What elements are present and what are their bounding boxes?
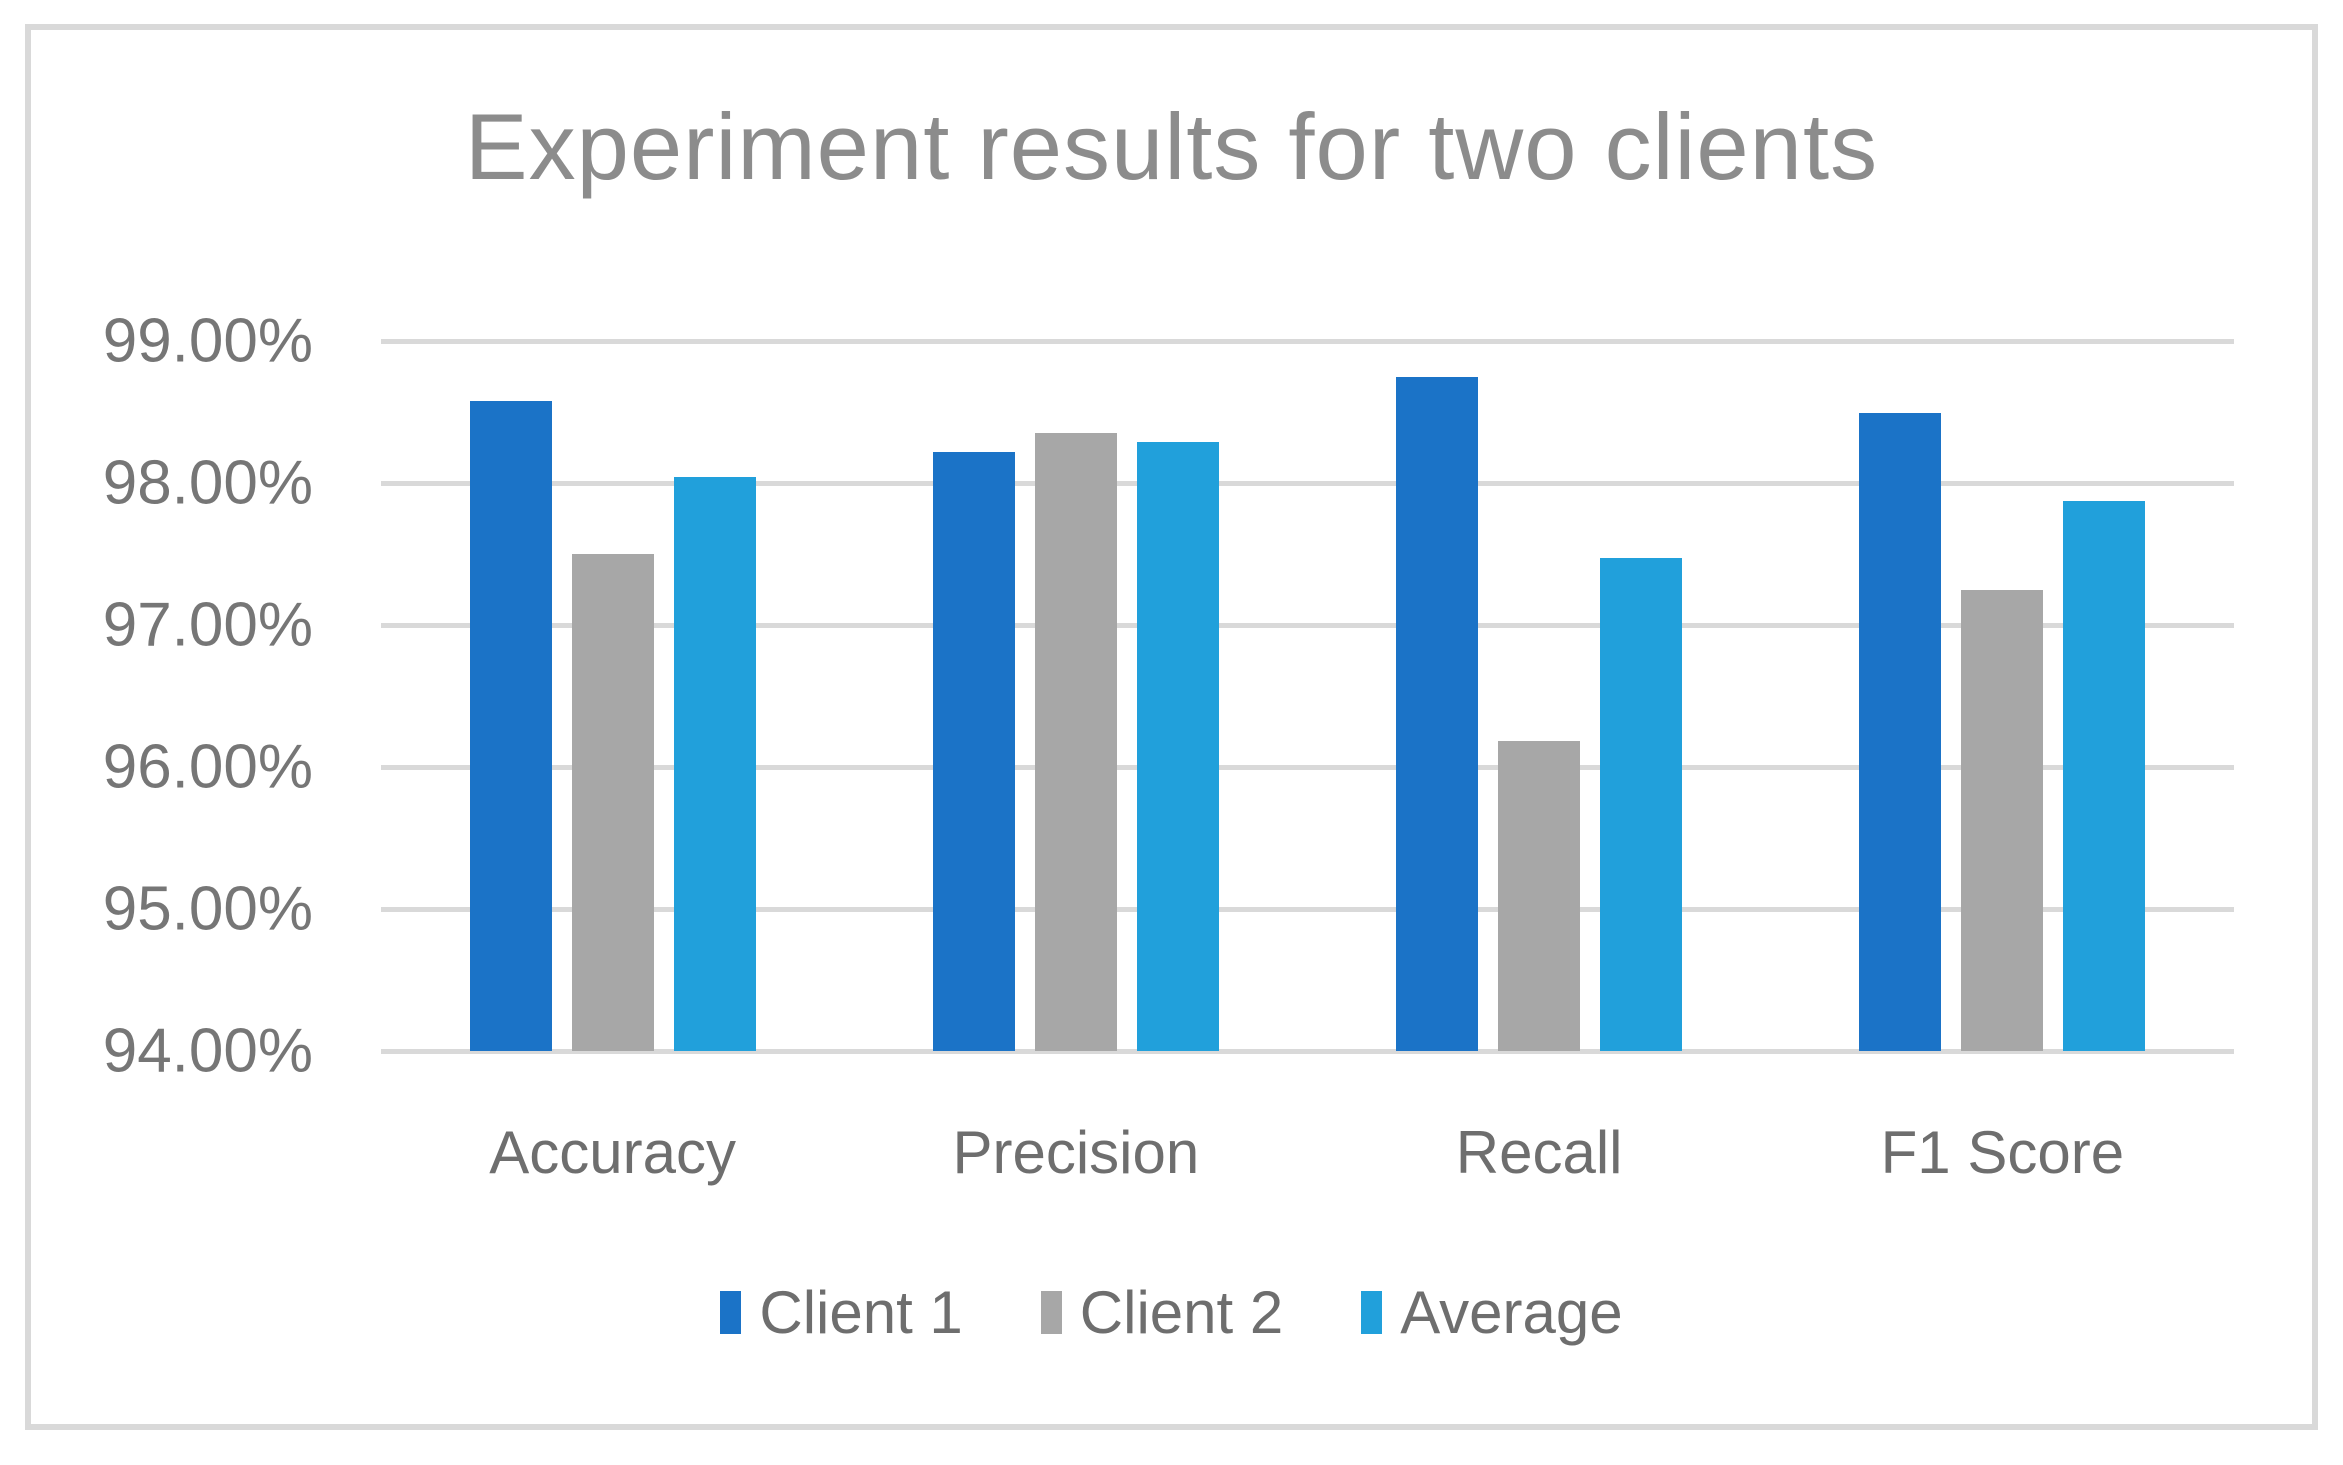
gridline	[381, 765, 2234, 770]
bar-client-2-recall	[1498, 741, 1581, 1051]
gridline	[381, 1049, 2234, 1054]
bar-client-2-f1-score	[1961, 589, 2044, 1051]
y-tick-label: 99.00%	[102, 306, 313, 376]
gridlines	[381, 339, 2234, 1054]
bar-average-f1-score	[2063, 501, 2146, 1051]
legend-marker-client-1	[720, 1291, 742, 1334]
x-tick-label-precision: Precision	[952, 1119, 1200, 1186]
x-tick-label-accuracy: Accuracy	[489, 1119, 736, 1186]
legend-marker-average	[1361, 1291, 1383, 1334]
bar-client-1-recall	[1396, 376, 1479, 1051]
y-tick-label: 95.00%	[102, 874, 313, 944]
bar-average-precision	[1136, 441, 1219, 1051]
bar-client-1-f1-score	[1859, 413, 1942, 1051]
plot-area	[381, 339, 2234, 1054]
y-tick-label: 96.00%	[102, 732, 313, 802]
x-axis-labels: Accuracy Precision Recall F1 Score	[381, 1118, 2234, 1187]
gridline	[381, 907, 2234, 912]
chart-frame: Experiment results for two clients 99.00…	[25, 24, 2318, 1430]
legend-label: Average	[1400, 1279, 1623, 1346]
bar-client-2-precision	[1034, 433, 1117, 1051]
legend-item-average: Average	[1361, 1278, 1623, 1347]
bar-client-1-accuracy	[469, 400, 552, 1051]
x-tick-label-f1-score: F1 Score	[1880, 1119, 2125, 1186]
bar-average-accuracy	[673, 477, 756, 1051]
y-tick-label: 94.00%	[102, 1016, 313, 1086]
bar-group-precision	[844, 341, 1307, 1051]
y-tick-label: 97.00%	[102, 590, 313, 660]
legend-label: Client 2	[1079, 1279, 1284, 1346]
chart-title: Experiment results for two clients	[464, 94, 1879, 199]
y-axis-labels: 99.00% 98.00% 97.00% 96.00% 95.00% 94.00%	[31, 30, 341, 1424]
legend-label: Client 1	[759, 1279, 963, 1346]
legend-marker-client-2	[1040, 1291, 1062, 1334]
x-tick-label-recall: Recall	[1455, 1119, 1623, 1186]
gridline	[381, 481, 2234, 486]
legend-item-client-2: Client 2	[1040, 1278, 1284, 1347]
gridline	[381, 623, 2234, 628]
bar-client-1-precision	[932, 451, 1015, 1051]
y-tick-label: 98.00%	[102, 448, 313, 518]
legend-item-client-1: Client 1	[720, 1278, 963, 1347]
bar-group-f1-score	[1771, 341, 2234, 1051]
bar-group-accuracy	[381, 341, 844, 1051]
bar-groups	[381, 341, 2234, 1051]
bar-client-2-accuracy	[571, 554, 654, 1051]
bar-average-recall	[1600, 558, 1683, 1051]
bar-group-recall	[1308, 341, 1771, 1051]
legend: Client 1 Client 2 Average	[31, 1278, 2312, 1347]
gridline	[381, 339, 2234, 344]
